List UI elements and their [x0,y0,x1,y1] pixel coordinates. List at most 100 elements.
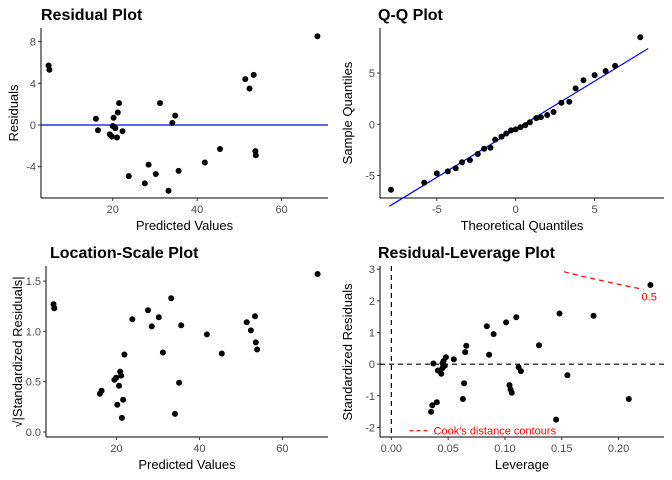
x-tick-label: 60 [275,204,287,216]
data-point [129,316,136,323]
data-point [121,351,128,358]
data-point [490,331,497,338]
data-point [176,379,183,386]
x-tick-label: -5 [432,204,442,216]
data-point [566,98,573,105]
data-point [512,126,519,133]
data-point [114,109,121,116]
data-point [526,119,533,126]
data-point [553,416,560,423]
data-point [218,350,225,357]
data-point [433,399,440,406]
data-point [537,114,544,121]
data-point [125,173,132,180]
x-tick-label: 5 [592,204,598,216]
data-point [242,76,249,83]
data-point [429,402,436,409]
data-point [487,144,494,151]
data-point [217,146,223,152]
data-point [145,307,151,314]
data-point [433,170,440,177]
data-point [462,349,469,356]
chart-title: Location-Scale Plot [50,245,199,262]
data-point [388,186,394,193]
y-axis-label: Standardized Residuals [340,283,355,421]
data-point [513,314,520,321]
data-point [201,159,208,166]
data-point [558,99,565,106]
data-point [647,282,654,288]
x-tick-label: 60 [276,443,288,455]
data-point [252,313,258,320]
data-point [590,312,597,319]
y-tick-label: 2 [369,296,375,308]
data-point [159,349,166,356]
x-tick-label: 0.20 [608,443,629,455]
data-point [441,362,448,369]
data-point [533,115,540,122]
chart-panel-2: Q-Q Plot -5 0 5 -5 0 5 Theoretical Quantiles Sam… [340,7,664,233]
data-point [152,171,159,177]
x-axis-label: Predicted Values [136,218,234,233]
data-point [172,410,178,417]
data-point [517,368,524,375]
cooks-distance-contour [563,271,644,290]
y-tick-label: 1 [369,328,375,340]
x-axis-label: Predicted Values [138,457,236,472]
data-point [168,295,175,302]
x-tick-label: 40 [193,443,205,455]
data-point [550,109,557,115]
x-tick-label: 0.05 [437,443,458,455]
data-point [461,380,468,387]
x-tick-label: 20 [107,204,119,216]
data-point [572,85,579,92]
data-point [141,180,148,187]
data-point [203,331,210,338]
data-point [430,360,437,367]
y-tick-label: 1.5 [26,276,41,288]
data-point [178,322,185,329]
y-tick-label: -2 [365,423,375,435]
y-tick-label: 0.0 [26,427,41,439]
data-point [442,354,449,361]
data-point [51,305,58,312]
data-point [466,157,473,164]
data-point [452,165,459,172]
x-axis-label: Leverage [495,457,549,472]
data-point [503,319,510,326]
data-point [155,314,162,321]
data-point [580,77,587,84]
data-point [148,323,155,330]
x-tick-label: 0.10 [494,443,515,455]
data-point [314,33,321,40]
data-point [252,339,259,346]
x-tick-label: 0.15 [551,443,572,455]
x-axis-label: Theoretical Quantiles [461,218,584,233]
legend-label: Cook's distance contours [434,426,557,438]
chart-panel-4: Residual-Leverage Plot 0.00 0.05 0.10 0.15 0.… [340,245,664,472]
y-tick-label: 0 [369,119,375,131]
data-point [120,396,127,403]
data-point [157,100,163,107]
data-point [556,310,563,317]
data-point [503,130,510,137]
data-point [492,136,499,143]
data-point [450,356,457,363]
data-point [252,152,259,159]
data-point [438,370,445,377]
data-point [95,127,101,134]
data-point [474,151,481,157]
data-point [591,72,598,79]
x-tick-label: 0.00 [381,443,402,455]
data-point [536,342,542,349]
y-tick-label: 5 [369,68,375,80]
data-point [114,401,121,408]
data-point [108,133,115,140]
y-tick-label: 0 [30,120,36,132]
data-point [444,168,451,175]
data-point [165,187,172,194]
data-point [522,122,529,129]
data-point [602,68,609,74]
data-point [46,66,53,73]
